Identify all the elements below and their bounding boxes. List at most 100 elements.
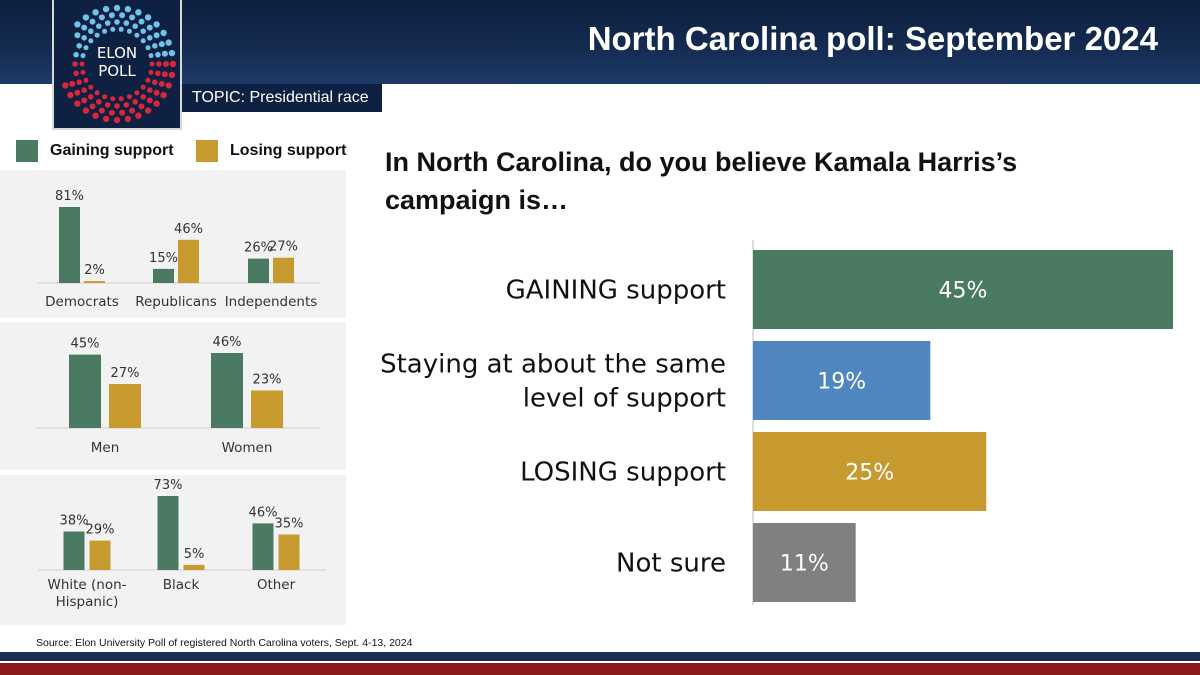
logo-dot (129, 14, 136, 21)
bar-value-label: 46% (249, 505, 278, 520)
main-bar (753, 341, 931, 420)
logo-dot (88, 94, 94, 100)
bar-value-label: 46% (174, 222, 203, 237)
main-category-label: GAINING support (506, 276, 726, 306)
logo-dot (104, 102, 111, 108)
logo-dot (113, 4, 121, 12)
logo-dot (160, 29, 167, 37)
logo-dot (168, 71, 176, 79)
logo-dot (153, 21, 160, 28)
logo-dot (118, 26, 124, 32)
logo-dot (132, 99, 138, 105)
category-label: Hispanic) (56, 594, 119, 610)
logo-dot (67, 91, 74, 99)
race-chart: 38%29% White (non-Hispanic) 73% 5% Black 46%3… (38, 478, 326, 610)
logo-dot (148, 53, 154, 59)
logo-dot (102, 94, 108, 100)
gender-chart: 45% 27% Men 46% 23% Women (36, 335, 320, 456)
logo-dot (124, 5, 132, 13)
logo-dot (132, 23, 138, 30)
logo-dot (74, 32, 81, 39)
logo-dot (126, 94, 132, 100)
bar-value-label: 27% (269, 240, 298, 255)
category-label: Black (163, 577, 200, 593)
logo-dot (158, 80, 165, 87)
logo-dot (134, 32, 140, 38)
bar-value-label: 46% (213, 335, 242, 350)
logo-dot (110, 26, 116, 32)
main-bar (753, 523, 856, 602)
bar-losing (178, 239, 199, 283)
logo-dots-icon: ELON POLL (62, 4, 177, 124)
bar-value-label: 27% (111, 366, 140, 381)
logo-dot (72, 61, 78, 67)
logo-dot (163, 61, 169, 67)
main-category-label: LOSING support (520, 458, 726, 488)
bar-value-label: 29% (86, 523, 115, 538)
logo-dot (129, 107, 136, 114)
bar-value-label: 5% (184, 547, 205, 562)
logo-dot (73, 70, 79, 77)
logo-dot (81, 35, 87, 41)
logo-dot (148, 69, 154, 75)
bar-gaining (248, 258, 269, 283)
chart-question: In North Carolina, do you believe Kamala… (385, 147, 1018, 215)
logo-dot (83, 77, 89, 83)
logo-dot (134, 90, 140, 96)
logo-dot (89, 18, 96, 25)
legend-losing-label: Losing support (230, 142, 347, 159)
footer-band-navy (0, 652, 1200, 661)
logo-dot (149, 61, 155, 67)
header-banner: North Carolina poll: September 2024 (0, 0, 1200, 84)
logo-dot (168, 49, 176, 57)
bar-value-label: 2% (84, 263, 105, 278)
logo-dot (73, 51, 79, 58)
logo-dot (147, 87, 153, 93)
bar-losing (273, 257, 294, 283)
bar-value-label: 35% (275, 517, 304, 532)
logo-dot (138, 18, 145, 25)
logo-text-elon: ELON (97, 44, 137, 62)
logo-dot (81, 87, 87, 93)
logo-dot (144, 14, 152, 21)
legend-gaining-label: Gaining support (50, 142, 174, 159)
main-bar (753, 250, 1173, 329)
logo-dot (153, 32, 160, 39)
elon-poll-logo: ELON POLL (52, 0, 182, 130)
bar-gaining (211, 353, 243, 428)
race-panel: 38% 29% White (non- Hispanic) 73% 5% Black 46% 3… (0, 475, 346, 625)
bar-losing (109, 384, 141, 428)
bar-value-label: 73% (154, 478, 183, 493)
logo-dot (155, 51, 161, 58)
logo-dot (153, 100, 160, 107)
logo-dot (158, 41, 165, 48)
legend-losing: Losing support (196, 140, 346, 162)
logo-dot (88, 84, 94, 90)
gender-panel: 45% 27% Men 46% 23% Women (0, 322, 346, 470)
main-category-label: level of support (523, 384, 726, 414)
logo-dot (98, 107, 105, 114)
source-note: Source: Elon University Poll of register… (36, 637, 413, 649)
bar-gaining (252, 523, 274, 570)
category-label: Democrats (45, 294, 119, 310)
bar-gaining (157, 496, 179, 570)
bar-value-label: 45% (71, 337, 100, 352)
logo-dot (145, 77, 151, 83)
logo-dot (153, 89, 160, 96)
logo-dot (80, 69, 86, 75)
logo-dot (147, 35, 153, 41)
logo-dot (140, 84, 146, 90)
logo-dot (126, 28, 132, 34)
logo-dot (155, 70, 161, 77)
logo-dot (76, 43, 82, 49)
logo-dot (96, 99, 102, 105)
legend-gaining: Gaining support (16, 140, 174, 162)
party-panel: 81% 2% Democrats 15% 46% Republicans 26% 27% Ind… (0, 170, 346, 318)
main-bar-value-label: 11% (780, 552, 829, 577)
logo-dot (146, 97, 153, 104)
logo-dot (74, 89, 81, 96)
logo-dot (79, 61, 85, 67)
logo-dot (89, 103, 96, 110)
logo-dot (124, 115, 132, 123)
logo-dot (140, 38, 146, 44)
